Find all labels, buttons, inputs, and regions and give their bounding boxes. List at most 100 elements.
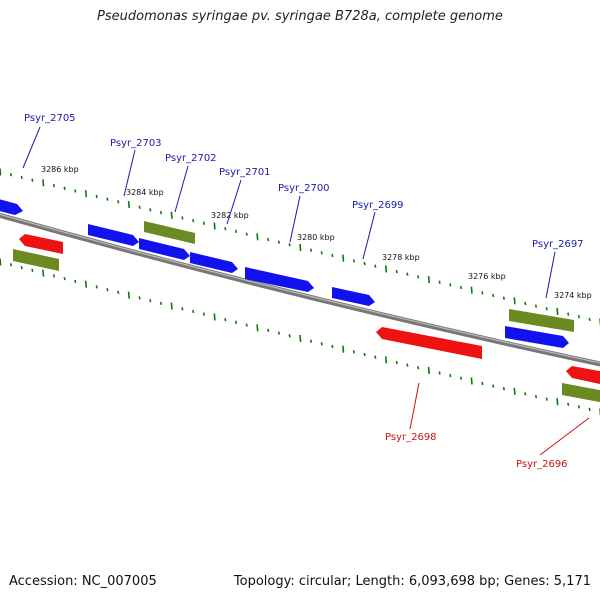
- genome-backbone-highlight: [0, 213, 600, 364]
- scale-tick-minor: [309, 248, 313, 252]
- scale-tick-major: [42, 179, 45, 187]
- scale-tick-minor: [159, 210, 163, 215]
- scale-tick-minor: [52, 274, 55, 278]
- scale-tick-major: [213, 313, 216, 321]
- scale-tick-minor: [224, 318, 227, 322]
- scale-tick-minor: [95, 194, 98, 199]
- scale-tick-major: [556, 307, 559, 315]
- scale-tick-major: [299, 243, 302, 252]
- scale-tick-minor: [588, 407, 591, 412]
- gene-feature-rna[interactable]: [13, 249, 59, 271]
- scale-tick-major: [299, 334, 302, 343]
- gene-label[interactable]: Psyr_2702: [165, 153, 217, 164]
- scale-ticks-upper: [0, 168, 600, 326]
- gene-label[interactable]: Psyr_2699: [352, 200, 404, 211]
- gene-label[interactable]: Psyr_2705: [24, 113, 76, 124]
- scale-tick-major: [256, 233, 259, 241]
- genome-summary-text: Topology: circular; Length: 6,093,698 bp…: [233, 574, 591, 589]
- scale-tick-minor: [363, 352, 366, 357]
- scale-tick-minor: [192, 309, 195, 314]
- scale-tick-minor: [245, 323, 248, 327]
- scale-tick-major: [127, 200, 130, 209]
- scale-tick-major: [127, 291, 130, 299]
- scale-tick-major: [342, 345, 345, 353]
- scale-tick-minor: [459, 285, 463, 290]
- scale-tick-minor: [277, 240, 280, 244]
- scale-tick-minor: [159, 301, 163, 306]
- scale-tick-minor: [309, 339, 313, 343]
- scale-tick-minor: [63, 276, 66, 281]
- gene-label[interactable]: Psyr_2696: [516, 459, 568, 470]
- scale-tick-minor: [492, 293, 495, 298]
- genome-backbone: [0, 212, 600, 367]
- gene-label[interactable]: Psyr_2697: [532, 239, 584, 250]
- scale-tick-minor: [106, 288, 109, 292]
- gene-label[interactable]: Psyr_2700: [278, 183, 330, 194]
- scale-tick-major: [342, 254, 345, 262]
- scale-ticks-lower: [0, 258, 600, 416]
- scale-tick-minor: [374, 355, 377, 359]
- gene-feature-rna[interactable]: [144, 221, 195, 244]
- gene-feature-forward[interactable]: [332, 287, 375, 306]
- gene-label[interactable]: Psyr_2701: [219, 167, 271, 178]
- gene-feature-forward[interactable]: [245, 267, 314, 292]
- scale-tick-minor: [567, 312, 570, 316]
- scale-tick-label: 3274 kbp: [554, 291, 592, 300]
- scale-tick-minor: [588, 317, 591, 322]
- scale-tick-minor: [234, 320, 238, 325]
- gene-label[interactable]: Psyr_2698: [385, 432, 437, 443]
- gene-feature-forward[interactable]: [190, 252, 238, 273]
- scale-tick-major: [84, 190, 88, 198]
- scale-tick-major: [427, 366, 430, 374]
- gene-feature-forward[interactable]: [88, 224, 139, 246]
- scale-tick-minor: [320, 342, 323, 346]
- scale-tick-minor: [181, 216, 184, 220]
- scale-tick-minor: [395, 269, 398, 274]
- gene-feature-rna[interactable]: [562, 383, 600, 403]
- gene-feature-forward[interactable]: [0, 198, 23, 215]
- scale-tick-major: [213, 222, 216, 230]
- scale-tick-minor: [567, 402, 570, 406]
- scale-tick-minor: [545, 397, 548, 401]
- scale-tick-major: [42, 269, 45, 277]
- scale-tick-minor: [417, 275, 420, 279]
- scale-tick-minor: [63, 186, 66, 190]
- label-leaders: [22, 126, 590, 456]
- scale-tick-minor: [202, 221, 205, 225]
- scale-tick-major: [0, 258, 2, 266]
- gene-feature-reverse[interactable]: [19, 234, 63, 254]
- scale-tick-minor: [234, 229, 238, 234]
- scale-tick-minor: [117, 200, 120, 204]
- scale-tick-label: 3280 kbp: [297, 233, 335, 242]
- scale-tick-minor: [288, 243, 291, 247]
- gene-feature-forward[interactable]: [139, 238, 190, 260]
- scale-tick-minor: [192, 219, 195, 223]
- scale-tick-minor: [106, 197, 109, 201]
- scale-tick-minor: [438, 280, 441, 284]
- scale-tick-major: [427, 276, 430, 284]
- scale-tick-minor: [524, 301, 527, 306]
- scale-tick-major: [384, 356, 388, 364]
- scale-tick-major: [513, 297, 516, 305]
- gene-feature-reverse[interactable]: [566, 366, 600, 385]
- gene-features: [0, 198, 600, 403]
- scale-tick-major: [170, 302, 173, 310]
- scale-tick-minor: [502, 387, 505, 391]
- scale-tick-minor: [74, 189, 77, 193]
- scale-tick-major: [170, 211, 173, 219]
- scale-tick-minor: [138, 296, 141, 300]
- gene-feature-reverse[interactable]: [376, 327, 482, 359]
- scale-tick-label: 3286 kbp: [41, 165, 79, 174]
- gene-feature-forward[interactable]: [505, 326, 569, 348]
- gene-label[interactable]: Psyr_2703: [110, 138, 162, 149]
- scale-tick-minor: [481, 291, 484, 295]
- scale-tick-minor: [138, 205, 141, 209]
- gene-feature-rna[interactable]: [509, 309, 574, 332]
- scale-tick-minor: [224, 227, 227, 231]
- scale-tick-minor: [524, 392, 527, 396]
- accession-text: Accession: NC_007005: [9, 574, 157, 589]
- scale-tick-label: 3278 kbp: [382, 253, 420, 262]
- scale-tick-minor: [267, 237, 270, 242]
- scale-tick-minor: [534, 304, 538, 308]
